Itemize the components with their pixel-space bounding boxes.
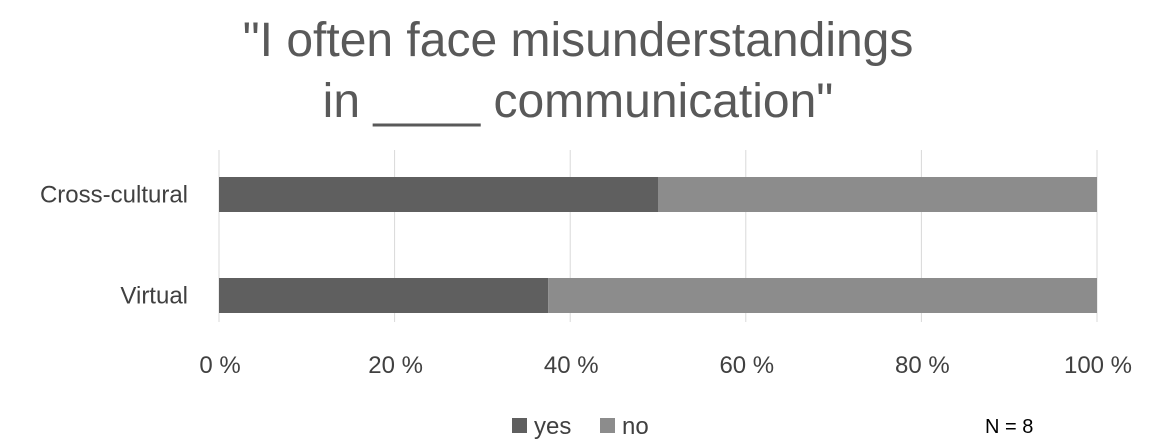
category-labels: Cross-cultural Virtual — [40, 182, 188, 310]
x-tick-label-3: 60 % — [719, 352, 774, 379]
legend-swatch-no — [600, 418, 615, 433]
x-tick-label-0: 0 % — [199, 352, 240, 379]
x-tick-label-4: 80 % — [895, 352, 950, 379]
bar-yes-cross-cultural — [219, 177, 658, 212]
x-tick-label-2: 40 % — [544, 352, 599, 379]
x-tick-label-1: 20 % — [368, 352, 423, 379]
bar-yes-virtual — [219, 278, 549, 313]
legend: yes no — [512, 413, 649, 439]
chart-title-line-1: "I often face misunderstandings — [243, 14, 914, 67]
bar-no-cross-cultural — [658, 177, 1097, 212]
category-label-cross-cultural: Cross-cultural — [40, 182, 188, 209]
bars — [219, 177, 1097, 313]
bar-no-virtual — [548, 278, 1097, 313]
x-tick-labels: 0 % 20 % 40 % 60 % 80 % 100 % — [199, 352, 1132, 379]
legend-swatch-yes — [512, 418, 527, 433]
legend-label-no: no — [622, 413, 649, 439]
sample-size-note: N = 8 — [985, 416, 1033, 438]
x-tick-label-5: 100 % — [1064, 352, 1132, 379]
chart-title-line-2: in ____ communication" — [323, 75, 834, 128]
category-label-virtual: Virtual — [120, 283, 188, 310]
legend-label-yes: yes — [534, 413, 571, 439]
